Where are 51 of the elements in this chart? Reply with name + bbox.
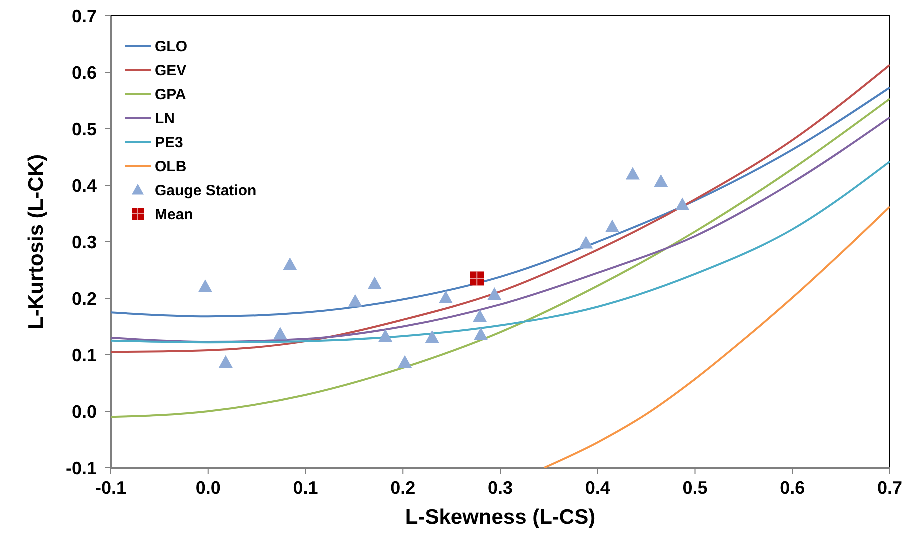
x-tick-label: 0.7 xyxy=(877,478,903,498)
point xyxy=(273,327,288,340)
point xyxy=(473,310,488,322)
y-tick-label: 0.3 xyxy=(72,232,97,252)
line-series xyxy=(111,98,890,418)
y-tick-label: 0.2 xyxy=(72,288,97,309)
legend-label: Mean xyxy=(155,206,194,224)
point xyxy=(474,328,488,340)
point xyxy=(488,288,502,300)
x-tick-label: 0.4 xyxy=(585,478,610,498)
y-tick-label: 0.5 xyxy=(72,119,97,140)
point xyxy=(626,167,640,180)
point xyxy=(398,355,412,368)
point xyxy=(605,220,620,232)
point xyxy=(378,329,393,342)
y-tick-label: 0.4 xyxy=(72,176,97,196)
point xyxy=(348,294,362,307)
point xyxy=(198,280,212,292)
legend-label: PE3 xyxy=(155,134,184,152)
x-tick-label: -0.1 xyxy=(95,478,127,498)
y-tick-label: 0.7 xyxy=(72,6,97,26)
legend-label: GPA xyxy=(155,86,187,104)
point xyxy=(425,330,440,344)
point xyxy=(438,290,453,304)
x-tick-label: 0.3 xyxy=(488,478,514,498)
point xyxy=(283,258,298,270)
line-series xyxy=(111,160,890,344)
y-tick-label: 0.6 xyxy=(72,62,97,83)
y-axis-title: L-Kurtosis (L-CK) xyxy=(25,154,48,330)
y-tick-label: 0.1 xyxy=(72,345,97,366)
x-axis-title: L-Skewness (L-CS) xyxy=(405,506,596,529)
x-tick-label: 0.6 xyxy=(780,478,806,498)
point xyxy=(579,236,594,249)
point xyxy=(218,355,233,368)
point xyxy=(676,198,690,210)
x-tick-label: 0.0 xyxy=(196,478,221,498)
point xyxy=(368,276,382,290)
legend-label: GEV xyxy=(155,62,187,80)
x-tick-label: 0.5 xyxy=(682,478,708,498)
legend-label: OLB xyxy=(155,158,187,176)
legend-label: GLO xyxy=(155,38,188,56)
x-tick-label: 0.1 xyxy=(293,478,318,498)
line-series xyxy=(543,206,890,468)
point xyxy=(654,174,668,188)
line-series xyxy=(111,64,890,354)
legend-label: LN xyxy=(155,110,175,128)
legend-label: Gauge Station xyxy=(155,182,257,200)
y-tick-label: 0.0 xyxy=(72,402,97,422)
y-tick-label: -0.1 xyxy=(66,458,97,478)
x-tick-label: 0.2 xyxy=(390,478,416,498)
line-series xyxy=(111,86,890,318)
